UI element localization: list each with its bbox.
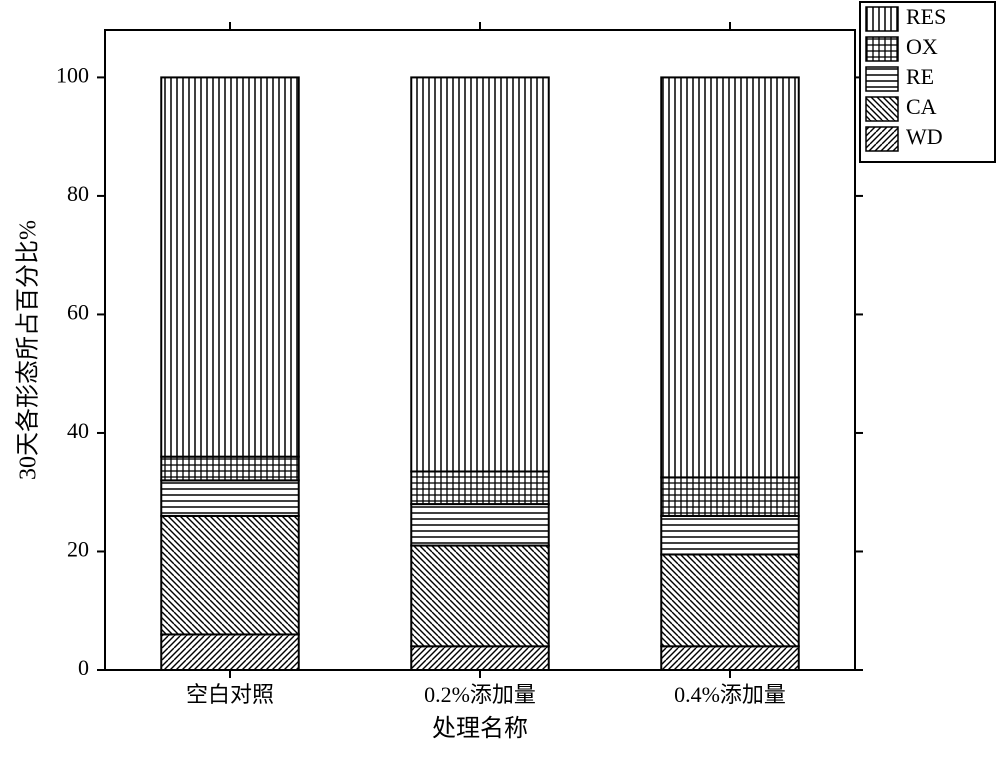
bar-segment-WD: [161, 634, 299, 670]
y-axis-label: 30天各形态所占百分比%: [15, 220, 42, 480]
legend-swatch-WD: [866, 127, 898, 151]
bar-segment-CA: [661, 554, 799, 646]
bar-segment-WD: [661, 646, 799, 670]
y-tick-label: 100: [56, 62, 89, 87]
bar-segment-OX: [161, 457, 299, 481]
y-tick-label: 80: [67, 181, 89, 206]
bar-segment-RE: [661, 516, 799, 555]
x-tick-label: 空白对照: [186, 682, 274, 707]
x-tick-label: 0.4%添加量: [674, 682, 786, 707]
bar-segment-OX: [411, 471, 549, 504]
y-tick-label: 40: [67, 418, 89, 443]
legend-swatch-OX: [866, 37, 898, 61]
bar-segment-CA: [411, 546, 549, 647]
bar-segment-RES: [661, 77, 799, 477]
bar-segment-RES: [161, 77, 299, 456]
bar-segment-OX: [661, 477, 799, 516]
legend-swatch-CA: [866, 97, 898, 121]
y-tick-label: 0: [78, 655, 89, 680]
bar-segment-CA: [161, 516, 299, 635]
x-axis-label: 处理名称: [432, 715, 528, 742]
legend-label-CA: CA: [906, 94, 937, 119]
bar-segment-RE: [411, 504, 549, 545]
bar-segment-WD: [411, 646, 549, 670]
bar-segment-RES: [411, 77, 549, 471]
legend-swatch-RES: [866, 7, 898, 31]
x-tick-label: 0.2%添加量: [424, 682, 536, 707]
y-tick-label: 60: [67, 299, 89, 324]
y-tick-label: 20: [67, 537, 89, 562]
chart-container: 0 20 40 60 80 100 30天各形态所占百分比% 空白对照 0.2%添加量 0.4%添…: [0, 0, 1000, 765]
legend-label-OX: OX: [906, 34, 938, 59]
legend-label-RE: RE: [906, 64, 934, 89]
legend-label-RES: RES: [906, 4, 946, 29]
bar-segment-RE: [161, 480, 299, 516]
legend-swatch-RE: [866, 67, 898, 91]
legend-label-WD: WD: [906, 124, 943, 149]
stacked-bar-chart: 0 20 40 60 80 100 30天各形态所占百分比% 空白对照 0.2%添加量 0.4%添…: [0, 0, 1000, 765]
